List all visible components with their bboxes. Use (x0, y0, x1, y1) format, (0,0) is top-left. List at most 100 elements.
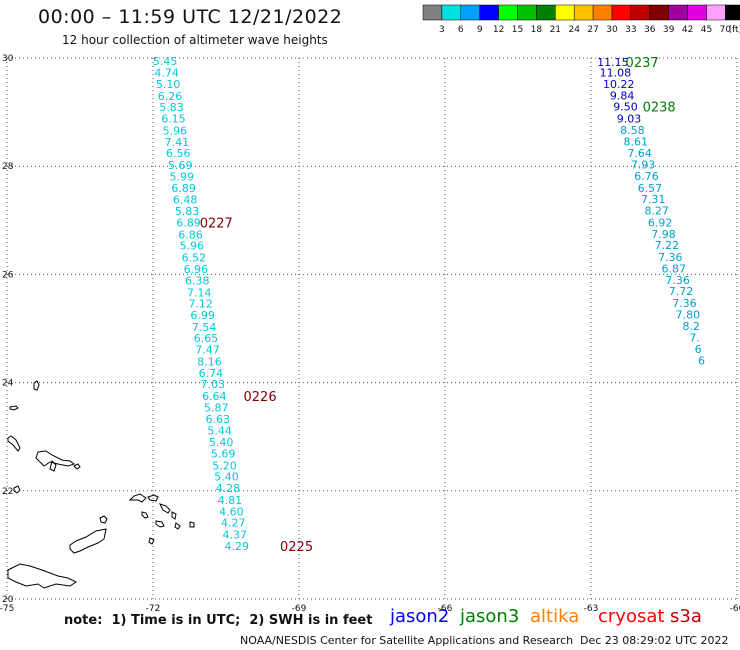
wave-height-value: 7.80 (676, 308, 701, 321)
wave-height-value: 5.45 (153, 55, 178, 68)
wave-height-value: 5.10 (156, 78, 181, 91)
wave-height-value: 7.36 (658, 251, 683, 264)
wave-height-value: 5.40 (214, 471, 239, 484)
wave-height-value: 4.81 (218, 494, 243, 507)
x-tick-label: -66 (438, 604, 453, 614)
wave-height-value: 6.89 (171, 182, 196, 195)
wave-height-value: 6 (698, 354, 705, 367)
wave-height-value: 5.83 (159, 101, 184, 114)
island-outline (9, 405, 19, 411)
wave-height-value: 7.31 (641, 193, 666, 206)
wave-height-value: 7.03 (201, 378, 226, 391)
island-outline (128, 493, 147, 503)
x-tick-label: -75 (0, 604, 14, 614)
island-outline (147, 494, 159, 502)
color-scale-swatch (555, 4, 575, 21)
color-scale-swatch (517, 4, 537, 21)
color-scale-label: 70 (720, 25, 732, 35)
wave-height-value: 5.83 (175, 205, 200, 218)
wave-height-value: 4.60 (219, 505, 244, 518)
island-outline (148, 537, 155, 545)
wave-height-value: 7.47 (195, 344, 220, 357)
chart-subtitle: 12 hour collection of altimeter wave hei… (62, 33, 328, 47)
wave-height-value: 5.69 (211, 447, 236, 460)
island-outline (189, 521, 195, 528)
y-tick-label: 30 (2, 54, 14, 64)
island-outline (13, 485, 21, 494)
island-outline (141, 511, 149, 519)
wave-height-value: 7.54 (192, 321, 217, 334)
agency-credit: NOAA/NESDIS Center for Satellite Applica… (240, 634, 574, 647)
x-tick-label: -69 (292, 604, 307, 614)
island-outline (73, 463, 81, 470)
satellite-legend-s3a: s3a (670, 606, 702, 627)
color-scale-swatch (649, 4, 669, 21)
wave-height-value: 8.2 (683, 320, 701, 333)
satellite-legend-cryosat: cryosat (598, 606, 665, 627)
y-tick-label: 28 (2, 162, 14, 172)
color-scale-label: 36 (644, 25, 656, 35)
color-scale-swatch (706, 4, 726, 21)
lat-lon-grid (6, 57, 738, 600)
color-scale-swatch (536, 4, 556, 21)
color-scale-swatch (592, 4, 613, 21)
wave-height-value: 6.65 (194, 332, 219, 345)
wave-height-value: 11.15 (597, 56, 629, 69)
chart-title: 00:00 – 11:59 UTC 12/21/2022 (38, 6, 343, 28)
color-scale-swatch (668, 4, 688, 21)
island-outline (171, 511, 177, 520)
wave-height-value: 7. (689, 332, 700, 345)
wave-height-value: 6.63 (205, 413, 230, 426)
wave-height-value: 7.98 (651, 228, 676, 241)
wave-height-value: 6 (695, 343, 702, 356)
wave-height-value: 6.52 (182, 252, 207, 265)
wave-height-value: 6.87 (661, 262, 686, 275)
wave-height-value: 5.69 (168, 159, 193, 172)
island-outline (33, 380, 40, 391)
wave-height-value: 6.86 (178, 228, 203, 241)
wave-height-value: 5.44 (207, 425, 232, 438)
wave-height-value: 7.12 (188, 298, 213, 311)
wave-height-value: 8.27 (644, 205, 669, 218)
y-tick-label: 26 (2, 270, 14, 280)
wave-height-value: 4.28 (216, 482, 241, 495)
pass-time-label: 0226 (244, 390, 277, 405)
color-scale-swatch (479, 4, 499, 21)
island-outline (99, 515, 108, 524)
island-outline (174, 522, 181, 530)
wave-height-value: 7.36 (672, 297, 697, 310)
pass-time-label: 0238 (643, 101, 676, 116)
wave-height-value: 5.40 (209, 436, 234, 449)
generated-timestamp: Dec 23 08:29:02 UTC 2022 (580, 634, 729, 647)
x-tick-label: -60 (730, 604, 740, 614)
color-scale-label: 45 (701, 25, 712, 35)
island-outline (7, 435, 21, 452)
wave-height-value: 6.89 (176, 216, 201, 229)
satellite-legend-jason2: jason2 (390, 606, 450, 627)
color-scale-label: 9 (477, 25, 483, 35)
y-tick-label: 20 (2, 595, 14, 605)
color-scale-label: 12 (493, 25, 504, 35)
coastline-islands (7, 380, 195, 589)
wave-height-value: 8.58 (620, 124, 645, 137)
wave-height-value: 9.03 (617, 113, 642, 126)
wave-height-value: 6.26 (158, 90, 183, 103)
color-scale-label: 39 (663, 25, 675, 35)
color-scale-swatch (422, 4, 443, 21)
color-scale-swatch (611, 4, 632, 21)
wave-height-value: 6.76 (634, 170, 659, 183)
color-scale-label: 3 (439, 25, 445, 35)
island-outline (69, 528, 107, 554)
wave-height-value: 5.20 (212, 459, 237, 472)
island-outline (155, 520, 165, 528)
x-tick-label: -72 (146, 604, 161, 614)
island-outline (35, 450, 76, 467)
color-scale-label: 27 (587, 25, 598, 35)
color-scale-label: 6 (458, 25, 464, 35)
wave-height-value: 5.87 (204, 401, 229, 414)
color-scale-swatch (460, 4, 480, 21)
wave-height-value: 7.14 (187, 286, 212, 299)
wave-height-value: 6.96 (184, 263, 209, 276)
wave-height-value: 5.99 (169, 170, 194, 183)
